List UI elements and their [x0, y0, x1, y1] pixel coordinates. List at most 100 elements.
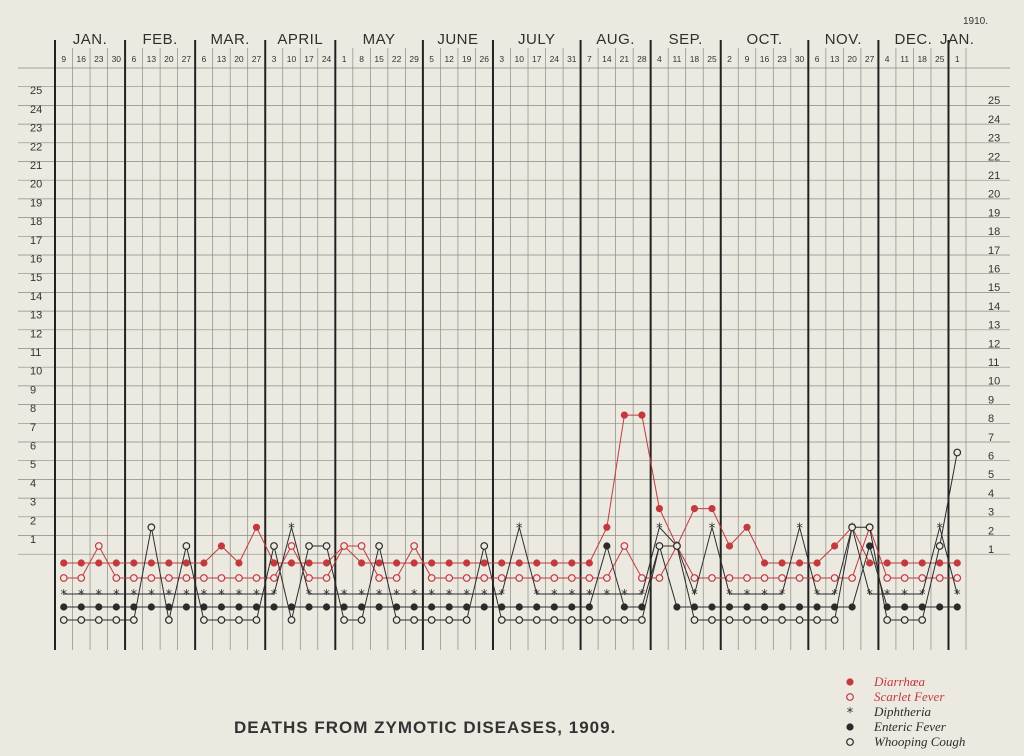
data-point: *	[569, 588, 576, 603]
data-point	[602, 616, 611, 624]
data-point	[375, 542, 384, 550]
data-point	[393, 603, 401, 611]
week-day-label: 3	[272, 54, 277, 64]
data-point: *	[551, 588, 558, 603]
series-line	[63, 544, 958, 608]
data-point	[603, 523, 611, 531]
data-point	[550, 574, 559, 582]
data-point	[883, 559, 891, 567]
month-label: JUNE	[437, 31, 478, 48]
data-point	[129, 616, 138, 624]
y-tick-left: 2	[30, 515, 36, 527]
data-point	[375, 559, 383, 567]
data-point	[813, 616, 821, 624]
data-point	[813, 603, 821, 611]
data-point	[848, 574, 857, 582]
y-tick-right: 1	[988, 544, 994, 556]
month-label: JAN.	[73, 31, 108, 48]
data-point	[778, 616, 786, 624]
data-point	[585, 616, 594, 624]
data-point	[112, 616, 121, 624]
data-point	[147, 559, 155, 567]
data-point: *	[709, 521, 716, 536]
data-point	[585, 574, 594, 582]
data-point	[532, 574, 541, 582]
data-point	[515, 559, 523, 567]
week-day-label: 17	[304, 54, 314, 64]
data-point	[340, 603, 348, 611]
data-point	[287, 542, 296, 550]
data-point	[322, 542, 331, 550]
week-day-label: 31	[567, 54, 577, 64]
data-point	[883, 574, 892, 582]
data-point: *	[586, 588, 593, 603]
data-point	[846, 723, 854, 731]
data-point: *	[796, 521, 803, 536]
data-point	[831, 542, 839, 550]
week-day-label: 11	[900, 54, 909, 64]
data-point: *	[428, 588, 435, 603]
data-point: *	[691, 588, 698, 603]
data-point	[515, 616, 524, 624]
data-point	[200, 603, 208, 611]
y-tick-right: 17	[988, 245, 1000, 257]
data-point	[322, 559, 331, 567]
data-point	[428, 603, 436, 611]
data-point	[164, 616, 173, 624]
month-label: MAY	[363, 31, 396, 48]
data-point	[480, 574, 489, 582]
data-point: *	[936, 521, 943, 536]
data-point	[846, 678, 854, 686]
month-label: SEP.	[669, 31, 703, 48]
data-point	[795, 574, 804, 582]
data-point	[953, 448, 962, 457]
data-point	[462, 616, 471, 624]
y-tick-right: 16	[988, 264, 1000, 276]
data-point	[164, 574, 173, 582]
series-line	[63, 525, 958, 596]
data-point	[270, 574, 278, 582]
data-point	[252, 574, 261, 582]
data-point	[515, 603, 523, 611]
data-point	[846, 738, 854, 746]
y-tick-left: 12	[30, 328, 42, 340]
week-day-label: 4	[885, 54, 890, 64]
data-point	[462, 574, 471, 582]
data-point	[95, 559, 103, 567]
y-tick-left: 7	[30, 422, 36, 434]
data-point	[287, 616, 296, 624]
y-tick-left: 15	[30, 272, 42, 284]
data-point	[94, 542, 103, 550]
data-point: *	[656, 521, 663, 536]
data-point	[480, 603, 488, 611]
y-tick-left: 21	[30, 160, 42, 172]
data-point	[445, 559, 453, 567]
data-point	[568, 559, 576, 567]
data-point	[270, 542, 278, 550]
week-day-label: 20	[847, 54, 857, 64]
data-point	[690, 574, 699, 582]
y-tick-right: 10	[988, 376, 1000, 388]
series-4	[59, 448, 962, 624]
data-point	[550, 603, 558, 611]
data-point: *	[919, 588, 926, 603]
data-point	[59, 616, 68, 624]
month-label: MAR.	[210, 31, 250, 48]
week-day-label: 6	[815, 54, 820, 64]
week-day-label: 2	[727, 54, 732, 64]
data-point	[147, 523, 156, 532]
data-point	[883, 616, 892, 624]
week-day-label: 9	[61, 54, 66, 64]
data-point	[935, 542, 944, 550]
data-point	[900, 574, 909, 582]
data-point: *	[446, 588, 453, 603]
data-point	[357, 542, 366, 550]
data-point	[182, 542, 191, 550]
data-point	[235, 603, 243, 611]
data-point	[445, 616, 454, 624]
y-tick-right: 4	[988, 488, 994, 500]
month-label: APRIL	[277, 31, 323, 48]
series-line	[63, 525, 958, 579]
